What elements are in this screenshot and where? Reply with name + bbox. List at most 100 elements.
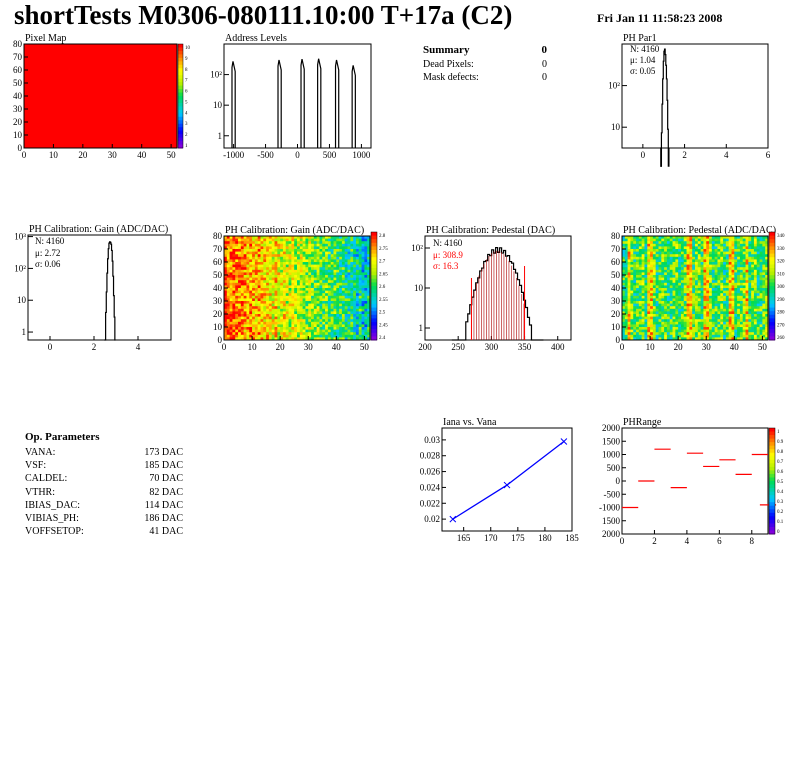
heatmap-cell <box>319 251 323 255</box>
heatmap-cell <box>638 308 643 312</box>
heatmap-cell <box>238 288 242 291</box>
heatmap-cell <box>666 324 671 328</box>
heatmap-cell <box>266 249 270 252</box>
heatmap-cell <box>350 256 354 260</box>
heatmap-cell <box>633 267 637 271</box>
heatmap-cell <box>700 238 704 242</box>
heatmap-cell <box>358 241 362 245</box>
heatmap-cell <box>622 269 626 273</box>
heatmap-cell <box>734 249 738 252</box>
heatmap-cell <box>249 272 253 276</box>
heatmap-cell <box>714 251 718 255</box>
heatmap-cell <box>683 298 687 302</box>
heatmap-cell <box>322 298 326 302</box>
heatmap-cell <box>254 269 259 273</box>
heatmap-cell <box>302 267 306 271</box>
heatmap-cell <box>240 269 245 273</box>
heatmap-cell <box>305 280 309 284</box>
heatmap-cell <box>268 308 273 312</box>
heatmap-cell <box>650 267 654 271</box>
heatmap-cell <box>330 264 334 268</box>
heatmap-cell <box>339 303 343 307</box>
heatmap-cell <box>254 337 259 341</box>
heatmap-cell <box>748 334 752 338</box>
heatmap-cell <box>358 290 362 294</box>
heatmap-cell <box>341 280 346 284</box>
heatmap-cell <box>291 334 295 338</box>
heatmap-cell <box>745 308 749 312</box>
color-scale-cell <box>371 232 377 237</box>
heatmap-cell <box>700 277 704 281</box>
color-scale-cell <box>769 289 775 294</box>
heatmap-cell <box>666 246 671 250</box>
heatmap-cell <box>652 259 657 263</box>
heatmap-cell <box>695 249 699 252</box>
heatmap-cell <box>333 246 337 250</box>
heatmap-cell <box>254 303 259 307</box>
heatmap-cell <box>633 259 637 263</box>
heatmap-cell <box>316 329 320 333</box>
heatmap-cell <box>683 314 687 317</box>
heatmap-cell <box>703 290 707 294</box>
heatmap-cell <box>333 256 337 260</box>
heatmap-cell <box>709 243 713 247</box>
heatmap-cell <box>622 264 626 268</box>
heatmap-cell <box>313 319 318 323</box>
heatmap-cell <box>622 324 626 328</box>
heatmap-cell <box>700 327 704 330</box>
plot-title: Iana vs. Vana <box>443 417 497 428</box>
heatmap-cell <box>652 285 657 289</box>
heatmap-cell <box>358 288 362 291</box>
heatmap-cell <box>341 264 346 268</box>
heatmap-cell <box>709 311 713 315</box>
heatmap-cell <box>765 277 769 281</box>
heatmap-cell <box>725 264 730 268</box>
heatmap-cell <box>692 275 696 278</box>
heatmap-cell <box>355 293 360 297</box>
heatmap-cell <box>254 238 259 242</box>
heatmap-cell <box>723 327 727 330</box>
heatmap-cell <box>655 288 659 291</box>
color-scale-cell <box>371 246 377 251</box>
heatmap-cell <box>739 249 744 252</box>
heatmap-cell <box>350 249 354 252</box>
heatmap-cell <box>703 327 707 330</box>
heatmap-cell <box>723 280 727 284</box>
heatmap-cell <box>630 277 634 281</box>
heatmap-cell <box>238 262 242 265</box>
heatmap-cell <box>689 301 693 304</box>
heatmap-cell <box>689 282 693 286</box>
heatmap-cell <box>268 311 273 315</box>
heatmap-cell <box>748 282 752 286</box>
heatmap-cell <box>350 272 354 276</box>
heatmap-cell <box>355 272 360 276</box>
heatmap-cell <box>280 254 284 258</box>
heatmap-cell <box>638 272 643 276</box>
heatmap-cell <box>630 316 634 320</box>
heatmap-cell <box>291 262 295 265</box>
heatmap-cell <box>327 329 332 333</box>
heatmap-cell <box>240 236 245 239</box>
heatmap-cell <box>622 275 626 278</box>
heatmap-cell <box>723 272 727 276</box>
heatmap-cell <box>282 254 287 258</box>
heatmap-cell <box>720 327 724 330</box>
heatmap-cell <box>266 280 270 284</box>
heatmap-cell <box>717 319 721 323</box>
heatmap-cell <box>633 269 637 273</box>
heatmap-cell <box>672 334 676 338</box>
heatmap-cell <box>720 275 724 278</box>
heatmap-cell <box>243 290 247 294</box>
heatmap-cell <box>260 256 264 260</box>
heatmap-cell <box>672 272 676 276</box>
heatmap-cell <box>658 337 662 341</box>
heatmap-cell <box>319 282 323 286</box>
heatmap-cell <box>728 246 732 250</box>
heatmap-cell <box>347 285 351 289</box>
heatmap-cell <box>316 238 320 242</box>
heatmap-cell <box>341 316 346 320</box>
heatmap-cell <box>361 256 365 260</box>
heatmap-cell <box>336 327 340 330</box>
heatmap-cell <box>288 243 292 247</box>
heatmap-cell <box>240 314 245 317</box>
